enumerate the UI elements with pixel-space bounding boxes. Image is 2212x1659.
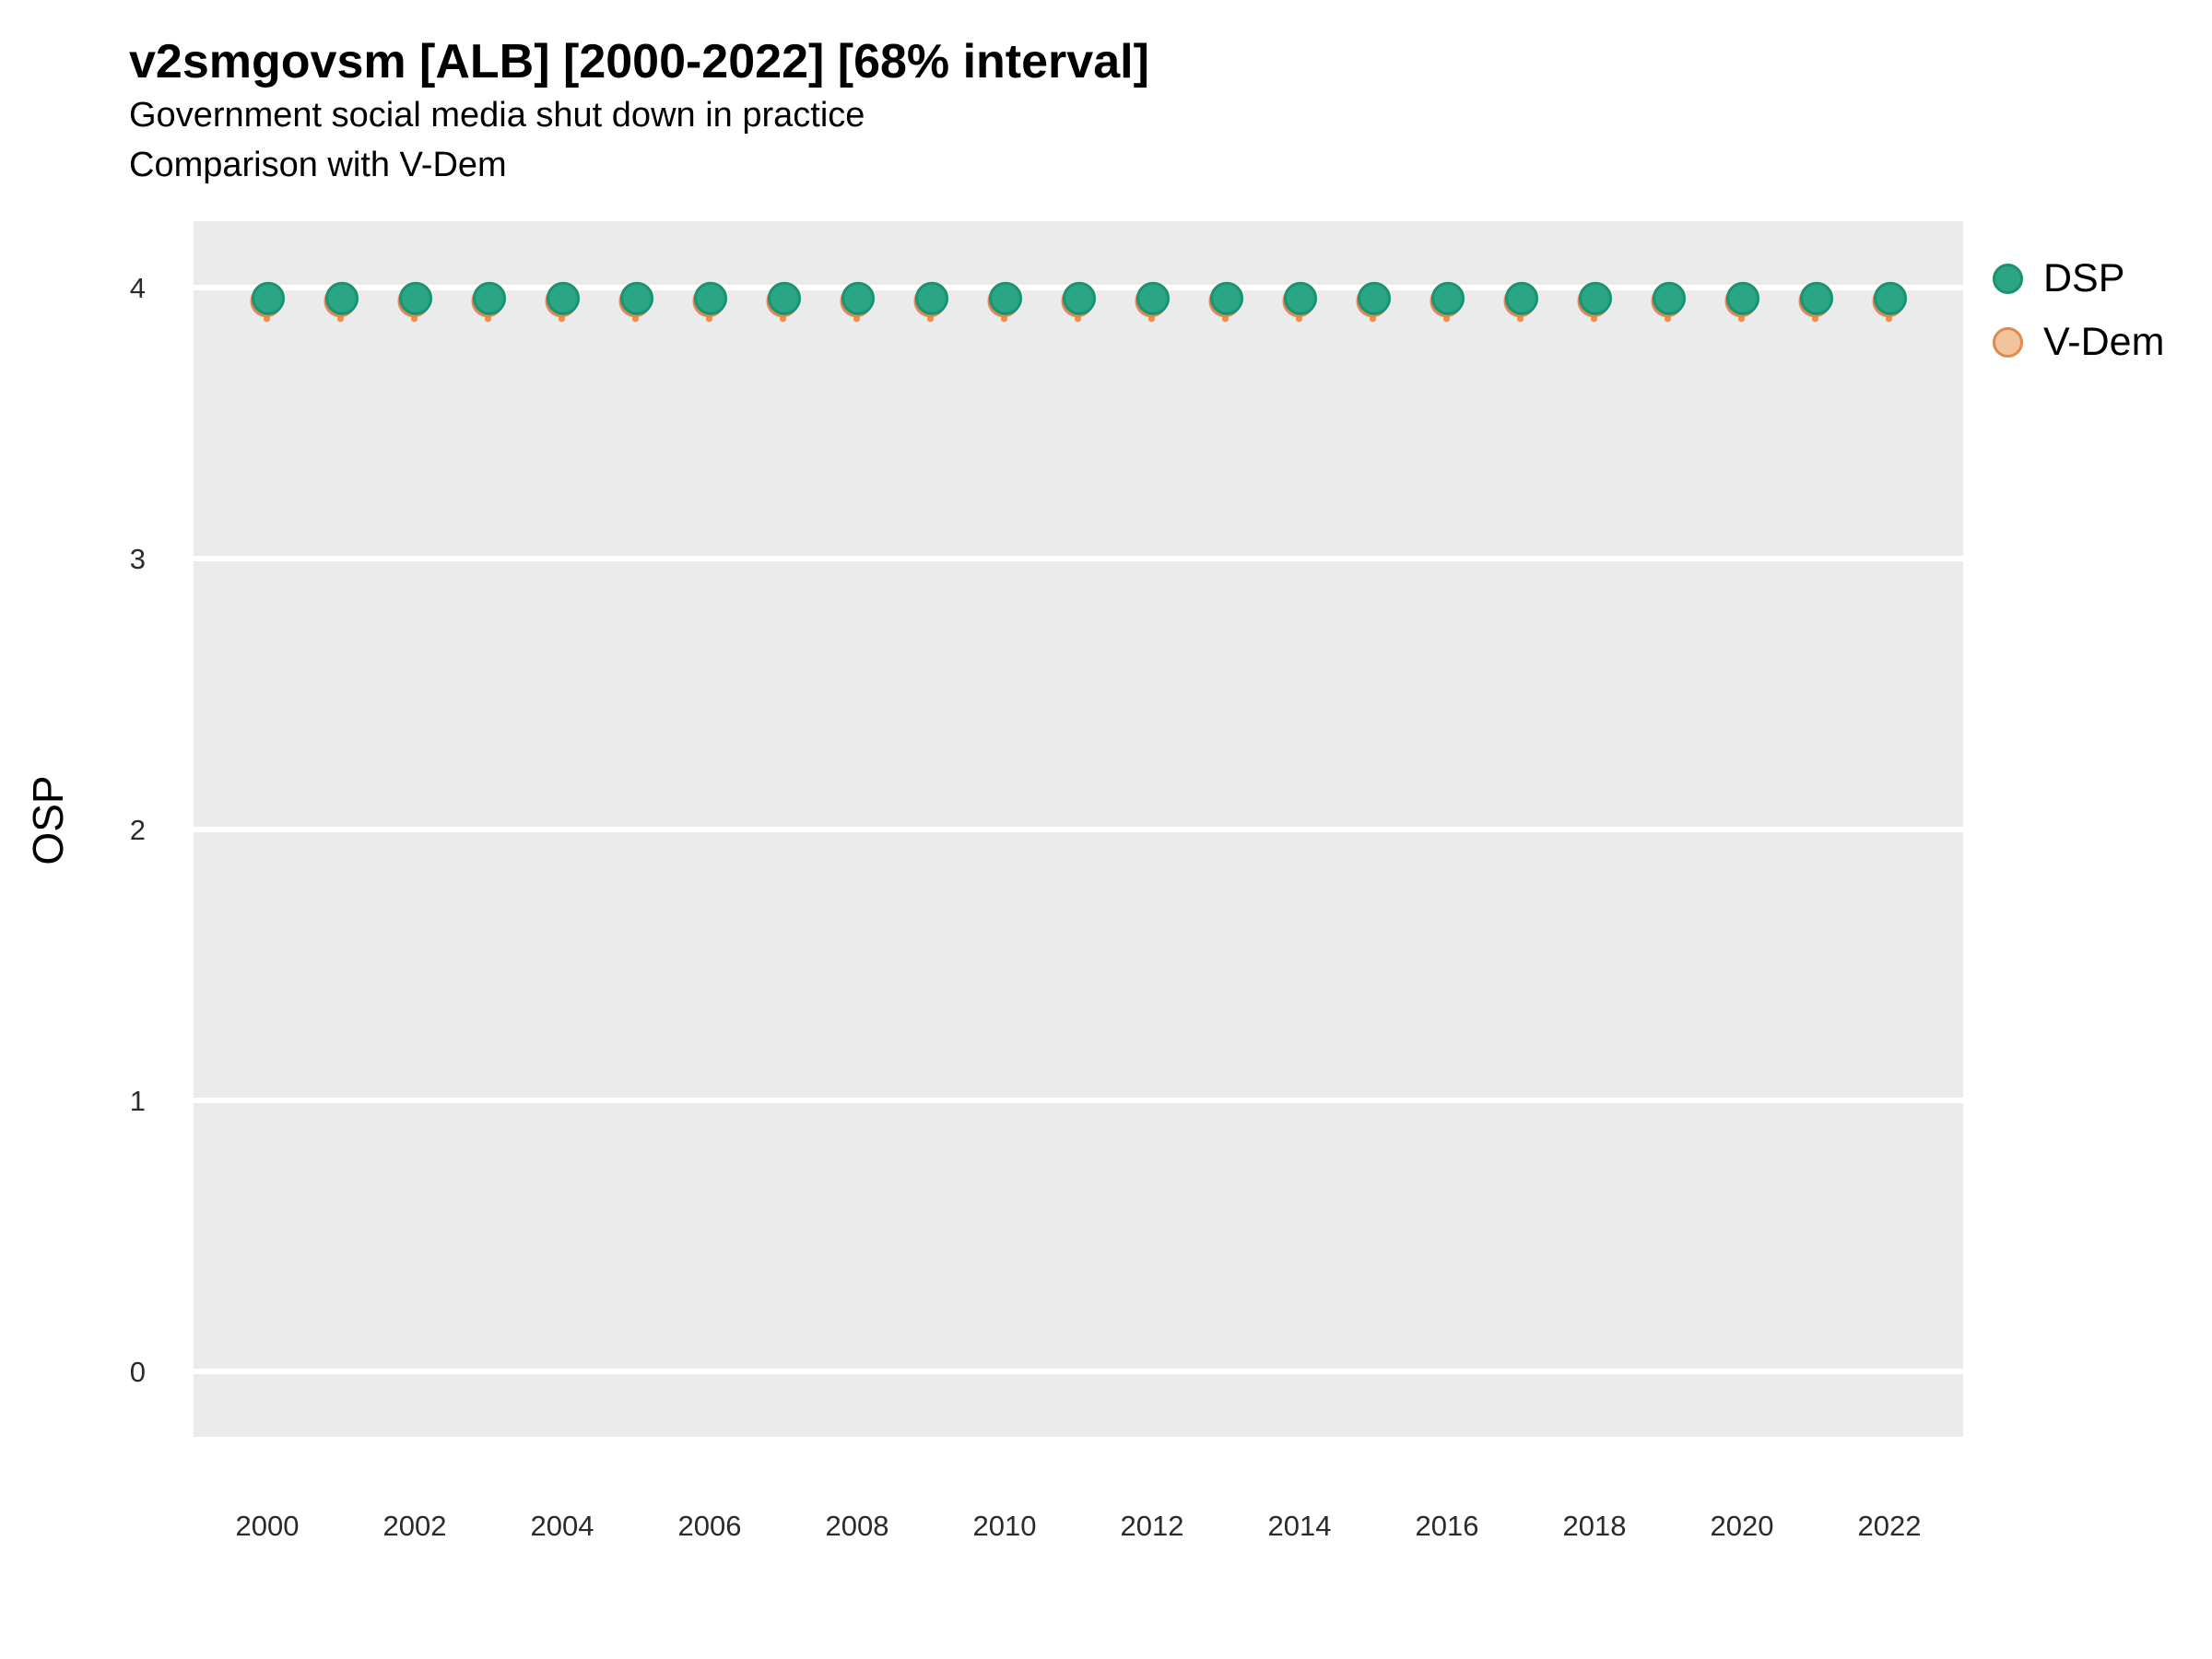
x-tick-label: 2002 bbox=[383, 1510, 447, 1542]
chart-subtitle: Government social media shut down in pra… bbox=[129, 96, 865, 135]
y-tick-label: 3 bbox=[130, 543, 146, 575]
x-tick-label: 2016 bbox=[1416, 1510, 1479, 1542]
dsp-point-2016 bbox=[1431, 281, 1465, 315]
dsp-point-2001 bbox=[325, 281, 359, 315]
gridline-y-1 bbox=[194, 1098, 1963, 1103]
vdem-legend-swatch-icon bbox=[1993, 327, 2023, 358]
dsp-point-2010 bbox=[989, 281, 1022, 315]
legend-item-dsp: DSP bbox=[1993, 259, 2164, 299]
x-tick-label: 2014 bbox=[1268, 1510, 1332, 1542]
legend-label-dsp: DSP bbox=[2043, 256, 2125, 300]
dsp-point-2004 bbox=[547, 281, 580, 315]
dsp-point-2020 bbox=[1726, 281, 1759, 315]
gridline-y-3 bbox=[194, 556, 1963, 561]
dsp-point-2009 bbox=[915, 281, 948, 315]
y-tick-label: 2 bbox=[130, 814, 146, 846]
dsp-point-2011 bbox=[1063, 281, 1096, 315]
dsp-point-2000 bbox=[252, 281, 285, 315]
dsp-point-2013 bbox=[1210, 281, 1243, 315]
y-tick-label: 0 bbox=[130, 1356, 146, 1388]
y-tick-label: 4 bbox=[130, 272, 146, 304]
legend-item-vdem: V-Dem bbox=[1993, 323, 2164, 362]
x-tick-label: 2000 bbox=[236, 1510, 300, 1542]
dsp-point-2019 bbox=[1653, 281, 1686, 315]
dsp-point-2008 bbox=[841, 281, 875, 315]
x-tick-label: 2012 bbox=[1121, 1510, 1184, 1542]
gridline-y-0 bbox=[194, 1369, 1963, 1374]
y-tick-label: 1 bbox=[130, 1085, 146, 1117]
x-tick-label: 2010 bbox=[973, 1510, 1037, 1542]
x-tick-label: 2008 bbox=[826, 1510, 889, 1542]
dsp-point-2018 bbox=[1579, 281, 1612, 315]
dsp-point-2021 bbox=[1800, 281, 1833, 315]
dsp-point-2015 bbox=[1358, 281, 1391, 315]
x-tick-label: 2004 bbox=[531, 1510, 594, 1542]
chart-title: v2smgovsm [ALB] [2000-2022] [68% interva… bbox=[129, 35, 1149, 88]
dsp-point-2003 bbox=[473, 281, 506, 315]
gridline-y-2 bbox=[194, 827, 1963, 832]
dsp-point-2022 bbox=[1874, 281, 1907, 315]
dsp-point-2017 bbox=[1505, 281, 1538, 315]
comparison-note: Comparison with V-Dem bbox=[129, 146, 507, 184]
x-tick-label: 2020 bbox=[1711, 1510, 1774, 1542]
title-block: v2smgovsm [ALB] [2000-2022] [68% interva… bbox=[129, 33, 1149, 190]
dsp-point-2014 bbox=[1284, 281, 1317, 315]
dsp-point-2007 bbox=[768, 281, 801, 315]
dsp-point-2012 bbox=[1136, 281, 1170, 315]
legend: DSP V-Dem bbox=[1993, 259, 2164, 362]
dsp-legend-swatch-icon bbox=[1993, 264, 2023, 294]
x-tick-label: 2018 bbox=[1563, 1510, 1627, 1542]
x-tick-label: 2022 bbox=[1858, 1510, 1922, 1542]
x-tick-label: 2006 bbox=[678, 1510, 742, 1542]
dsp-point-2005 bbox=[620, 281, 653, 315]
legend-label-vdem: V-Dem bbox=[2043, 320, 2165, 364]
dsp-point-2002 bbox=[399, 281, 432, 315]
dsp-point-2006 bbox=[694, 281, 727, 315]
